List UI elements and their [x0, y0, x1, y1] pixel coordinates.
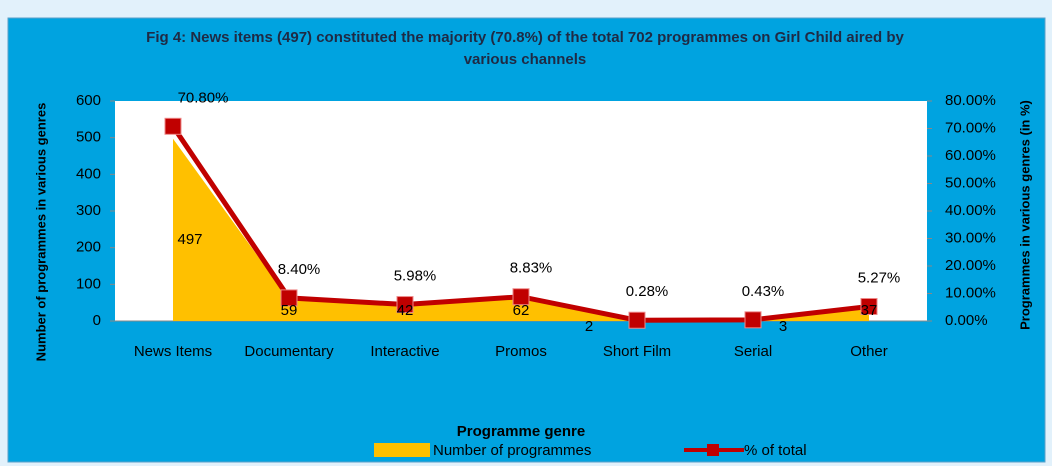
y2-tick-label: 30.00%: [945, 229, 996, 246]
line-marker: [744, 311, 762, 329]
legend-label: % of total: [744, 442, 807, 459]
line-marker: [164, 117, 182, 135]
area-value-label: 2: [585, 318, 593, 335]
chart-title: Fig 4: News items (497) constituted the …: [146, 29, 904, 68]
x-tick-label: Documentary: [244, 343, 334, 360]
x-tick-label: Interactive: [370, 343, 439, 360]
line-marker: [396, 296, 414, 314]
y-tick-label: 400: [76, 165, 101, 182]
area-value-label: 3: [779, 318, 787, 335]
x-tick-label: Short Film: [603, 343, 671, 360]
y-tick-label: 200: [76, 239, 101, 256]
y2-tick-label: 80.00%: [945, 92, 996, 109]
area-value-label: 497: [177, 231, 202, 248]
line-value-label: 5.98%: [394, 268, 437, 285]
x-tick-label: News Items: [134, 343, 212, 360]
x-tick-label: Promos: [495, 343, 547, 360]
x-axis-title: Programme genre: [457, 423, 585, 440]
y2-tick-label: 10.00%: [945, 284, 996, 301]
area-value-label: 42: [397, 302, 414, 319]
line-marker: [512, 288, 530, 306]
y2-axis-title: Programmes in various genres (in %): [1017, 100, 1032, 330]
y-tick-label: 0: [93, 312, 101, 329]
y2-tick-label: 60.00%: [945, 147, 996, 164]
y2-tick-label: 20.00%: [945, 257, 996, 274]
y2-tick-label: 50.00%: [945, 174, 996, 191]
x-tick-label: Other: [850, 343, 888, 360]
area-value-label: 62: [513, 302, 530, 319]
legend-swatch: [707, 444, 719, 456]
area-value-label: 59: [281, 302, 298, 319]
y2-tick-label: 40.00%: [945, 202, 996, 219]
y2-tick-label: 0.00%: [945, 312, 988, 329]
legend-label: Number of programmes: [433, 442, 591, 459]
y-axis-title: Number of programmes in various genres: [33, 103, 48, 362]
y-tick-label: 500: [76, 129, 101, 146]
line-value-label: 8.83%: [510, 260, 553, 277]
line-marker: [860, 298, 878, 316]
x-tick-label: Serial: [734, 343, 772, 360]
line-value-label: 70.80%: [178, 89, 229, 106]
legend-swatch: [374, 443, 430, 457]
line-marker: [628, 311, 646, 329]
line-value-label: 0.28%: [626, 283, 669, 300]
area: [173, 138, 869, 321]
line-marker: [280, 289, 298, 307]
y2-tick-label: 70.00%: [945, 119, 996, 136]
area-value-label: 37: [861, 302, 878, 319]
line-value-label: 5.27%: [858, 269, 901, 286]
line-value-label: 0.43%: [742, 283, 785, 300]
y-tick-label: 300: [76, 202, 101, 219]
line-value-label: 8.40%: [278, 261, 321, 278]
y-tick-label: 100: [76, 275, 101, 292]
y-tick-label: 600: [76, 92, 101, 109]
